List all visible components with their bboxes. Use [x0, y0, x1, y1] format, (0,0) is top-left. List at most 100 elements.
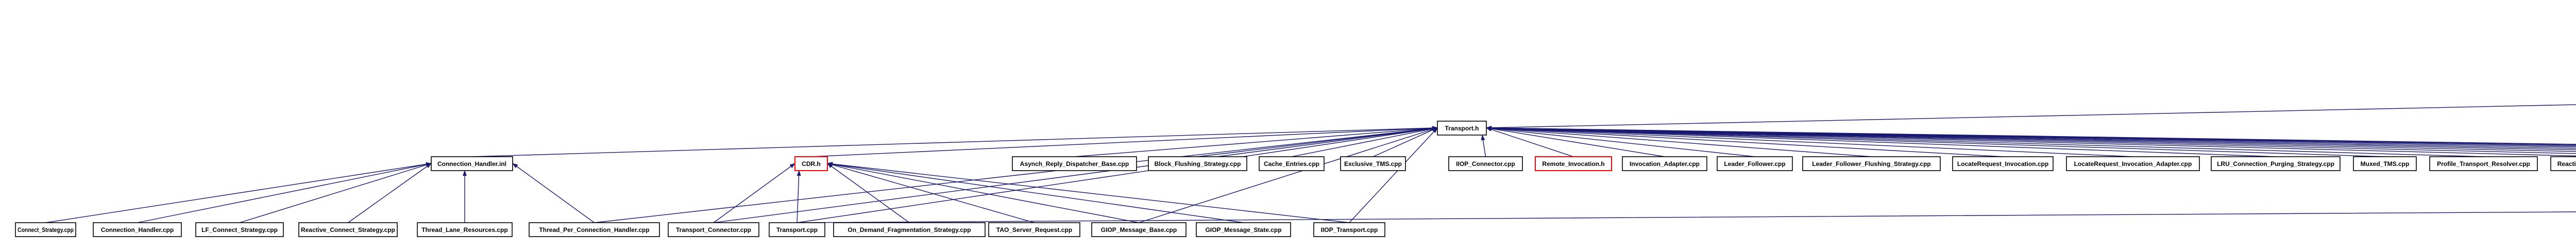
node-box	[668, 222, 759, 237]
graph-node-locreq_inv[interactable]: LocateRequest_Invocation.cpp	[1952, 156, 2054, 171]
node-box	[1259, 156, 1325, 171]
include-edge-transport_connector-to-cdr_h	[713, 163, 795, 223]
graph-node-lru_purge[interactable]: LRU_Connection_Purging_Strategy.cpp	[2211, 156, 2341, 171]
node-label: IIOP_Transport.cpp	[1321, 226, 1378, 234]
node-box	[1196, 222, 1291, 237]
graph-node-ch_inl[interactable]: Connection_Handler.inl	[431, 156, 513, 171]
include-edge-on_demand_frag-to-cdr_h	[827, 163, 910, 223]
node-box	[2429, 156, 2538, 171]
include-edge-lf_flush-to-transport_h	[1486, 126, 1872, 157]
graph-node-thread_per_conn[interactable]: Thread_Per_Connection_Handler.cpp	[529, 222, 660, 237]
include-edge-cache_entries-to-transport_h	[1291, 127, 1438, 157]
graph-node-profile_resolver[interactable]: Profile_Transport_Resolver.cpp	[2429, 156, 2538, 171]
graph-node-giop_msg_base[interactable]: GIOP_Message_Base.cpp	[1091, 222, 1187, 237]
graph-node-tao_server_request[interactable]: TAO_Server_Request.cpp	[988, 222, 1080, 237]
node-label: Transport_Connector.cpp	[676, 226, 751, 234]
include-edge-remote_invocation-to-transport_h	[1486, 127, 1574, 157]
include-edge-iiop_transport_cpp-to-transport_h	[1349, 127, 1438, 223]
node-label: TAO_Server_Request.cpp	[996, 226, 1072, 234]
graph-node-asynch_reply[interactable]: Asynch_Reply_Dispatcher_Base.cpp	[1012, 156, 1137, 171]
include-edge-connection_handler_cpp-to-ch_inl	[137, 162, 432, 223]
node-box	[1012, 156, 1137, 171]
include-edge-tao_server_request-to-cdr_h	[827, 162, 1035, 223]
graph-node-cdr_h[interactable]: CDR.h	[794, 156, 828, 171]
graph-node-on_demand_frag[interactable]: On_Demand_Fragmentation_Strategy.cpp	[833, 222, 986, 237]
include-edge-locreq_inv-to-transport_h	[1486, 126, 2003, 157]
node-box	[195, 222, 284, 237]
include-edge-ch_inl-to-transport_h	[471, 126, 1438, 157]
graph-node-cache_entries[interactable]: Cache_Entries.cpp	[1259, 156, 1325, 171]
graph-node-reactive_flush[interactable]: Reactive_Flushing_Strategy.cpp	[2550, 156, 2576, 171]
node-box	[1717, 156, 1793, 171]
include-edge-iiop_transport_cpp-to-cdr_h	[827, 162, 1350, 223]
include-edge-cdr_h-to-transport_h	[811, 126, 1438, 157]
include-edge-locreq_inv_ad-to-transport_h	[1486, 126, 2133, 157]
graph-node-giop_msg_state[interactable]: GIOP_Message_State.cpp	[1196, 222, 1291, 237]
node-box	[1313, 222, 1385, 237]
node-label: LocateRequest_Invocation.cpp	[1957, 160, 2048, 168]
node-box	[1340, 156, 1406, 171]
graph-node-exclusive_tms[interactable]: Exclusive_TMS.cpp	[1340, 156, 1406, 171]
graph-node-iiop_transport_cpp[interactable]: IIOP_Transport.cpp	[1313, 222, 1385, 237]
include-edge-giop_msg_base-to-cdr_h	[827, 162, 1139, 223]
graph-node-transport_connector[interactable]: Transport_Connector.cpp	[668, 222, 759, 237]
node-label: Leader_Follower_Flushing_Strategy.cpp	[1812, 160, 1931, 168]
graph-node-leader_follower[interactable]: Leader_Follower.cpp	[1717, 156, 1793, 171]
graph-node-lf_connect[interactable]: LF_Connect_Strategy.cpp	[195, 222, 284, 237]
graph-node-iiop_connector[interactable]: IIOP_Connector.cpp	[1448, 156, 1523, 171]
include-edge-thread_per_conn-to-transport_h	[594, 126, 1438, 223]
include-edge-connect_strategy-to-ch_inl	[45, 162, 432, 223]
node-label: GIOP_Message_State.cpp	[1205, 226, 1281, 234]
include-edge-muxed_tms-to-transport_h	[1486, 126, 2385, 157]
graph-node-connection_handler_cpp[interactable]: Connection_Handler.cpp	[93, 222, 182, 237]
include-edge-profile_resolver-to-transport_h	[1486, 126, 2484, 157]
graph-node-transport_cpp[interactable]: Transport.cpp	[769, 222, 825, 237]
node-box	[1437, 121, 1487, 136]
node-box	[15, 222, 76, 237]
node-box	[833, 222, 986, 237]
graph-node-thread_lane[interactable]: Thread_Lane_Resources.cpp	[417, 222, 513, 237]
node-box	[1802, 156, 1941, 171]
include-edge-giop_msg_base-to-transport_h	[1139, 127, 1438, 223]
node-label: Thread_Per_Connection_Handler.cpp	[539, 226, 649, 234]
graph-node-locreq_inv_ad[interactable]: LocateRequest_Invocation_Adapter.cpp	[2066, 156, 2200, 171]
node-box	[794, 156, 828, 171]
graph-node-invocation_adapter[interactable]: Invocation_Adapter.cpp	[1622, 156, 1707, 171]
node-label: Reactive_Flushing_Strategy.cpp	[2557, 160, 2576, 168]
node-box	[298, 222, 398, 237]
graph-node-transport_h[interactable]: Transport.h	[1437, 121, 1487, 136]
include-edge-synch_inv-to-transport_h	[1486, 126, 2576, 154]
include-edge-giop_msg_state-to-cdr_h	[827, 162, 1244, 223]
include-edge-transport_cpp-to-ims_h	[796, 211, 2576, 223]
node-label: GIOP_Message_Base.cpp	[1101, 226, 1177, 234]
node-box	[1148, 156, 1247, 171]
include-edge-lru_purge-to-transport_h	[1486, 126, 2276, 157]
node-box	[2211, 156, 2341, 171]
node-label: Block_Flushing_Strategy.cpp	[1155, 160, 1241, 168]
node-label: Transport.cpp	[776, 226, 818, 234]
graph-node-muxed_tms[interactable]: Muxed_TMS.cpp	[2353, 156, 2417, 171]
node-label: Transport.h	[1445, 125, 1479, 132]
graph-node-block_flush[interactable]: Block_Flushing_Strategy.cpp	[1148, 156, 1247, 171]
node-label: Profile_Transport_Resolver.cpp	[2437, 160, 2530, 168]
node-box	[93, 222, 182, 237]
include-edge-acceptor_impl-to-transport_h	[1486, 126, 2576, 145]
include-edge-thread_per_conn-to-ch_inl	[512, 163, 595, 223]
include-edge-reactive_flush-to-transport_h	[1486, 126, 2576, 157]
include-edge-transport_cpp-to-transport_h	[796, 126, 1438, 223]
graph-node-remote_invocation[interactable]: Remote_Invocation.h	[1535, 156, 1612, 171]
node-box	[1952, 156, 2054, 171]
node-box	[431, 156, 513, 171]
node-label: LRU_Connection_Purging_Strategy.cpp	[2217, 160, 2334, 168]
graph-node-lf_flush[interactable]: Leader_Follower_Flushing_Strategy.cpp	[1802, 156, 1941, 171]
graph-node-reactive_connect[interactable]: Reactive_Connect_Strategy.cpp	[298, 222, 398, 237]
node-box	[2066, 156, 2200, 171]
node-label: Leader_Follower.cpp	[1724, 160, 1785, 168]
node-label: CDR.h	[802, 160, 821, 168]
graph-node-connect_strategy[interactable]: Connect_Strategy.cpp	[15, 222, 76, 237]
include-edge-iiop_connector-to-transport_h	[1481, 135, 1486, 157]
node-label: Connection_Handler.cpp	[101, 226, 174, 234]
node-box	[2550, 156, 2576, 171]
node-label: Asynch_Reply_Dispatcher_Base.cpp	[1020, 160, 1129, 168]
